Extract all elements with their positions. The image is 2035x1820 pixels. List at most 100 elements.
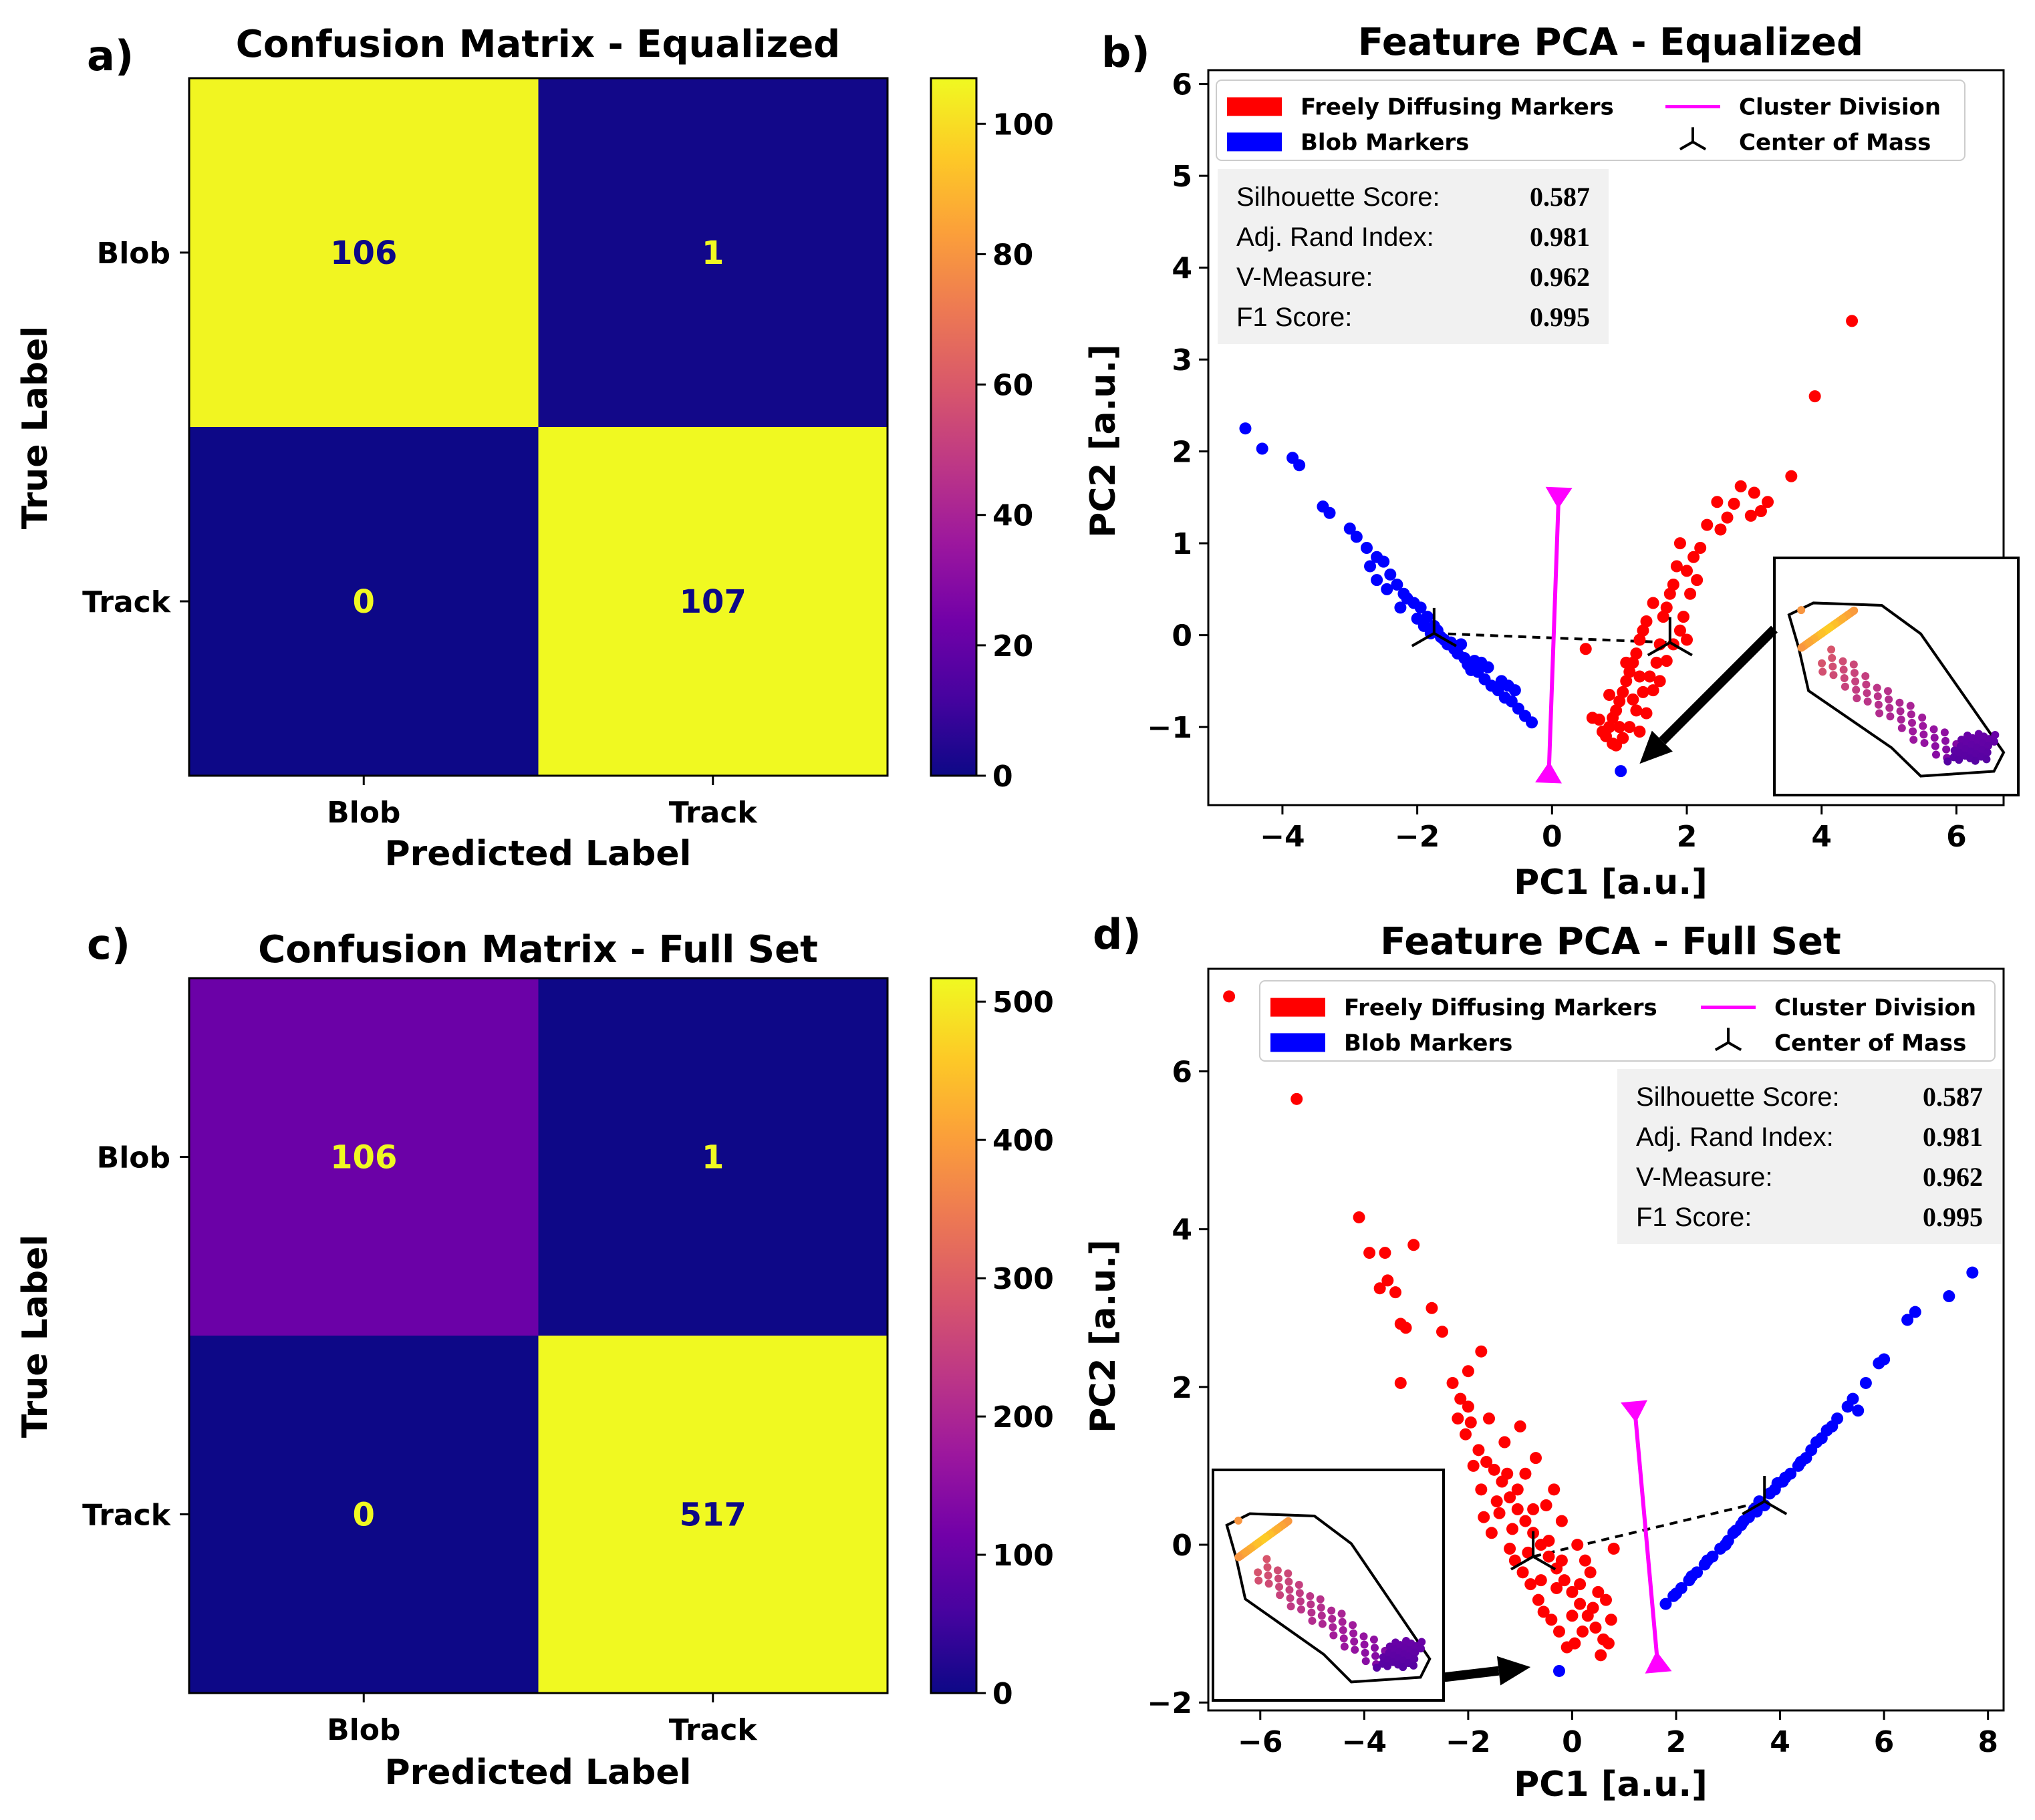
scatter-point	[1537, 1606, 1550, 1618]
scatter-point	[1681, 633, 1693, 646]
matrix-cell	[189, 1336, 539, 1693]
colorbar	[930, 77, 978, 777]
legend-box	[1216, 80, 1965, 161]
scatter-point	[1943, 1290, 1955, 1303]
scatter-point	[1475, 1483, 1488, 1496]
scatter-point	[1615, 765, 1627, 778]
scatter-point	[1548, 1483, 1561, 1496]
scatter-point	[1728, 498, 1740, 510]
metric-label: Silhouette Score:	[1636, 1082, 1840, 1112]
inset-point	[1286, 1602, 1295, 1611]
scatter-point	[1363, 1247, 1376, 1259]
x-tick-label: 8	[1978, 1725, 1998, 1759]
scatter-point	[1394, 601, 1407, 614]
inset-point	[1399, 1663, 1407, 1672]
x-tick-label: −2	[1395, 820, 1440, 854]
scatter-point	[1805, 1444, 1818, 1457]
x-tick-label: Blob	[327, 1713, 400, 1747]
scatter-point	[1589, 1622, 1602, 1634]
legend-label: Center of Mass	[1774, 1030, 1966, 1056]
metric-value: 0.587	[1923, 1082, 1983, 1112]
legend-swatch	[1270, 1033, 1325, 1052]
scatter-point	[1381, 583, 1393, 595]
inset-point	[1274, 1574, 1282, 1583]
cell-value-label: 0	[353, 583, 375, 621]
inset-point	[1984, 742, 1993, 750]
scatter-point	[1350, 530, 1363, 543]
inset-point	[1873, 692, 1882, 701]
scatter-point	[1630, 647, 1643, 660]
matrix-cell	[538, 1336, 888, 1693]
scatter-point	[1623, 721, 1636, 734]
inset-point	[1297, 1605, 1305, 1614]
scatter-point	[1475, 1345, 1488, 1358]
scatter-point	[1519, 1515, 1532, 1527]
inset-point	[1273, 1525, 1282, 1533]
series-freely-diffusing-markers	[1579, 315, 1859, 752]
inset-point	[1371, 1652, 1380, 1660]
scatter-point	[1256, 442, 1268, 455]
chart-title: Confusion Matrix - Full Set	[258, 928, 818, 971]
inset-point	[1359, 1632, 1368, 1641]
inset-point	[1417, 1644, 1426, 1653]
scatter-point	[1670, 560, 1683, 573]
cell-value-label: 106	[330, 235, 397, 272]
scatter-point	[1571, 1539, 1584, 1551]
scatter-point	[1605, 1614, 1617, 1626]
x-tick-label: 2	[1677, 820, 1698, 854]
scatter-point	[1504, 1542, 1516, 1555]
y-tick-label: 6	[1172, 68, 1192, 102]
inset-point	[1931, 742, 1939, 750]
colorbar-tick-label: 100	[992, 1539, 1054, 1573]
inset-point	[1349, 1621, 1357, 1630]
x-axis-label: PC1 [a.u.]	[1514, 1765, 1708, 1805]
legend-swatch	[1227, 97, 1282, 116]
plot-frame	[188, 77, 889, 777]
scatter-point	[1373, 1282, 1386, 1295]
inset-point	[1317, 1603, 1325, 1612]
scatter-point	[1584, 1566, 1597, 1579]
scatter-point	[1711, 496, 1724, 508]
scatter-point	[1873, 1357, 1885, 1370]
inset-point	[1417, 1638, 1426, 1646]
inset-point	[1327, 1606, 1336, 1615]
metrics-background	[1218, 169, 1609, 344]
scatter-point	[1607, 1542, 1620, 1555]
inset-point	[1307, 1600, 1315, 1609]
metrics-box: Silhouette Score: 0.587 Adj. Rand Index: 0.…	[1218, 169, 1609, 344]
cell-value-label: 106	[330, 1139, 397, 1177]
matrix-cell	[189, 978, 539, 1336]
inset-point	[1261, 1533, 1270, 1542]
scatter-point	[1681, 565, 1693, 577]
scatter-point	[1659, 1598, 1672, 1610]
inset-point	[1276, 1591, 1284, 1600]
scatter-point	[1384, 568, 1397, 581]
scatter-point	[1291, 1092, 1303, 1105]
inset-point	[1885, 695, 1893, 704]
scatter-point	[1530, 1452, 1542, 1465]
scatter-point	[1436, 1326, 1448, 1338]
y-axis-label: True Label	[15, 326, 55, 529]
x-tick-label: 4	[1811, 820, 1832, 854]
legend-swatch	[1227, 132, 1282, 152]
inset-thumbnail	[1773, 557, 2020, 796]
inset-point	[1361, 1648, 1369, 1657]
scatter-point	[1633, 633, 1646, 646]
colorbar-tick-label: 80	[992, 238, 1033, 272]
inset-point	[1306, 1591, 1315, 1600]
inset-point	[1818, 667, 1827, 676]
scatter-point	[1650, 656, 1663, 669]
scatter-point	[1381, 1274, 1394, 1287]
scatter-point	[1553, 1664, 1565, 1677]
inset-point	[1242, 1547, 1250, 1556]
inset-point	[1873, 684, 1881, 692]
scatter-point	[1462, 1365, 1474, 1378]
inset-point	[1338, 1618, 1347, 1626]
x-axis-label: Predicted Label	[385, 1753, 692, 1793]
inset-point	[1918, 713, 1927, 722]
colorbar-tick-label: 60	[992, 369, 1033, 403]
y-tick-label: 4	[1172, 1213, 1192, 1247]
scatter-point	[1846, 315, 1859, 327]
inset-point	[1875, 709, 1884, 718]
